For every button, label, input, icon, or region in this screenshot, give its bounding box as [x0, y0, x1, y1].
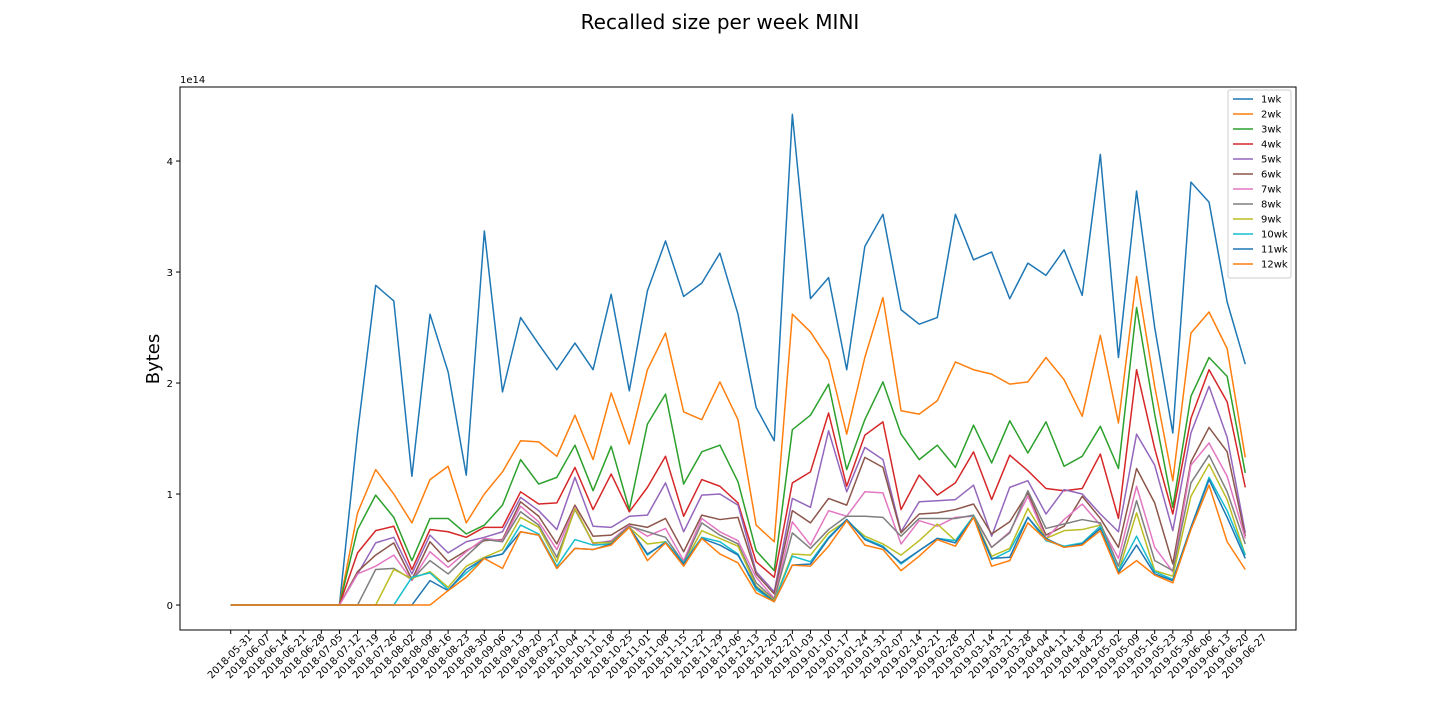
y-tick-label: 3 — [167, 268, 173, 279]
plot-frame — [179, 86, 1297, 631]
legend-label: 11wk — [1261, 245, 1288, 256]
legend: 1wk 2wk 3wk 4wk 5wk 6wk 7wk 8wk 9wk 10wk 11wk 12wk — [1227, 89, 1292, 279]
series-line — [230, 442, 1246, 606]
legend-label: 2wk — [1261, 110, 1282, 121]
series-line — [230, 368, 1247, 606]
legend-label: 8wk — [1261, 200, 1282, 211]
chart-title: Recalled size per week MINI — [581, 10, 860, 34]
legend-label: 5wk — [1261, 155, 1282, 166]
legend-label: 10wk — [1261, 230, 1288, 241]
series-line — [230, 306, 1247, 606]
y-tick-label: 4 — [167, 157, 173, 168]
y-tick-label: 2 — [167, 379, 173, 390]
series-line — [230, 113, 1246, 606]
legend-label: 3wk — [1261, 125, 1282, 136]
y-tick-label: 1 — [167, 490, 173, 501]
legend-label: 4wk — [1261, 140, 1282, 151]
y-tick-label: 0 — [167, 601, 173, 612]
legend-label: 6wk — [1261, 170, 1282, 181]
series-line — [230, 426, 1247, 606]
legend-label: 1wk — [1261, 95, 1282, 106]
series-line — [230, 476, 1246, 606]
y-offset-text: 1e14 — [180, 75, 205, 86]
series-line — [230, 275, 1247, 606]
legend-box — [1227, 89, 1292, 279]
series-line — [230, 385, 1247, 606]
legend-label: 7wk — [1261, 185, 1282, 196]
series-line — [230, 463, 1246, 606]
legend-label: 9wk — [1261, 215, 1282, 226]
y-axis-label: Bytes — [143, 334, 164, 385]
series-line — [230, 484, 1246, 606]
legend-label: 12wk — [1261, 260, 1288, 271]
